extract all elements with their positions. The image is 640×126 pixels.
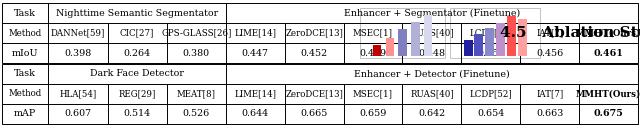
Text: MMHT(Ours): MMHT(Ours) [576,89,640,99]
Text: RUAS[40]: RUAS[40] [410,28,454,38]
Text: 0.398: 0.398 [65,49,92,57]
Text: 4.5   Ablation Study: 4.5 Ablation Study [500,26,640,40]
Text: 0.455: 0.455 [477,49,504,57]
Bar [485,28,494,55]
Text: 0.654: 0.654 [477,109,504,118]
Text: MMHT(Ours): MMHT(Ours) [576,28,640,38]
Text: Dark Face Detector: Dark Face Detector [90,70,184,78]
Bar [496,23,505,55]
Text: MSEC[1]: MSEC[1] [353,89,393,99]
Bar [474,34,483,55]
Text: 0.665: 0.665 [301,109,328,118]
Bar [424,15,432,55]
Text: 0.452: 0.452 [301,49,328,57]
Text: LCDP[52]: LCDP[52] [469,89,512,99]
Text: 0.607: 0.607 [65,109,92,118]
Text: IAT[7]: IAT[7] [536,89,563,99]
Bar [2,64,638,124]
Text: Enhancer + Detector (Finetune): Enhancer + Detector (Finetune) [354,70,510,78]
Text: LIME[14]: LIME[14] [234,28,276,38]
Text: 0.449: 0.449 [360,49,387,57]
Text: ZeroDCE[13]: ZeroDCE[13] [285,28,343,38]
Text: Method: Method [8,89,42,99]
Text: MEAT[8]: MEAT[8] [177,89,216,99]
Bar [360,8,445,58]
Text: 0.448: 0.448 [419,49,445,57]
Text: RUAS[40]: RUAS[40] [410,89,454,99]
Text: 0.526: 0.526 [182,109,210,118]
Text: 0.663: 0.663 [536,109,563,118]
Text: Task: Task [14,8,36,18]
Text: 0.461: 0.461 [594,49,623,57]
Text: LCDP[52]: LCDP[52] [469,28,512,38]
Bar [518,19,527,55]
Bar [385,38,394,55]
Text: 0.644: 0.644 [242,109,269,118]
Bar [463,40,472,55]
Text: CIC[27]: CIC[27] [120,28,154,38]
Bar [398,29,407,55]
Text: Task: Task [14,70,36,78]
Text: 0.642: 0.642 [419,109,445,118]
Text: 0.447: 0.447 [242,49,269,57]
Text: GPS-GLASS[26]: GPS-GLASS[26] [161,28,232,38]
Text: Method: Method [8,28,42,38]
Bar [2,3,638,63]
Text: mAP: mAP [14,109,36,118]
Text: LIME[14]: LIME[14] [234,89,276,99]
Text: HLA[54]: HLA[54] [60,89,97,99]
Text: REG[29]: REG[29] [118,89,156,99]
Bar [411,22,419,55]
Bar [450,8,540,58]
Text: DANNet[59]: DANNet[59] [51,28,105,38]
Text: mIoU: mIoU [12,49,38,57]
Text: Enhancer + Segmentator (Finetune): Enhancer + Segmentator (Finetune) [344,8,520,18]
Text: 0.514: 0.514 [124,109,150,118]
Text: ZeroDCE[13]: ZeroDCE[13] [285,89,343,99]
Text: 0.456: 0.456 [536,49,563,57]
Bar [372,45,381,55]
Text: 0.264: 0.264 [124,49,150,57]
Text: IAT[7]: IAT[7] [536,28,563,38]
Text: 0.380: 0.380 [183,49,210,57]
Text: 0.675: 0.675 [594,109,623,118]
Text: 0.659: 0.659 [360,109,387,118]
Text: Nighttime Semantic Segmentator: Nighttime Semantic Segmentator [56,8,218,18]
Text: MSEC[1]: MSEC[1] [353,28,393,38]
Bar [507,16,516,55]
